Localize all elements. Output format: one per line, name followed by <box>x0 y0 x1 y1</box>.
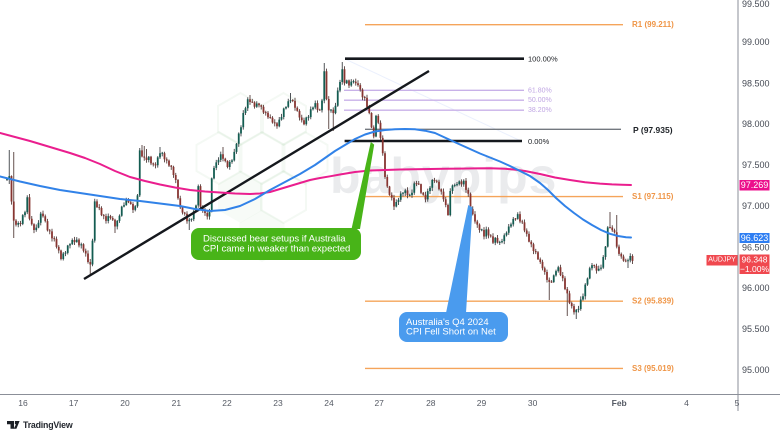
svg-text:24: 24 <box>324 398 334 408</box>
svg-text:98.000: 98.000 <box>742 119 770 129</box>
svg-text:100.00%: 100.00% <box>528 55 558 64</box>
svg-text:97.500: 97.500 <box>742 160 770 170</box>
svg-text:5: 5 <box>735 398 740 408</box>
svg-text:S3 (95.019): S3 (95.019) <box>632 364 674 373</box>
svg-text:R1 (99.211): R1 (99.211) <box>632 20 674 29</box>
svg-text:AUDJPY: AUDJPY <box>708 257 736 264</box>
svg-text:17: 17 <box>69 398 79 408</box>
svg-text:97.000: 97.000 <box>742 201 770 211</box>
svg-text:61.80%: 61.80% <box>528 87 552 94</box>
svg-text:95.000: 95.000 <box>742 365 770 375</box>
svg-text:96.000: 96.000 <box>742 283 770 293</box>
svg-text:27: 27 <box>374 398 384 408</box>
svg-text:Feb: Feb <box>612 398 627 408</box>
svg-text:TradingView: TradingView <box>23 420 73 430</box>
svg-text:4: 4 <box>684 398 689 408</box>
svg-text:99.500: 99.500 <box>742 0 770 9</box>
svg-text:96.623: 96.623 <box>741 233 769 243</box>
svg-text:98.500: 98.500 <box>742 79 770 89</box>
svg-text:0.00%: 0.00% <box>528 137 550 146</box>
svg-text:21: 21 <box>172 398 182 408</box>
svg-text:96.500: 96.500 <box>742 242 770 252</box>
svg-text:Discussed bear setups if Austr: Discussed bear setups if Australia <box>203 234 346 245</box>
svg-text:22: 22 <box>222 398 232 408</box>
svg-text:96.348: 96.348 <box>742 254 768 264</box>
svg-text:99.000: 99.000 <box>742 37 770 47</box>
svg-text:97.269: 97.269 <box>741 180 769 190</box>
svg-text:CPI came in weaker than expect: CPI came in weaker than expected <box>203 244 350 255</box>
svg-text:S1 (97.115): S1 (97.115) <box>632 192 674 201</box>
svg-text:P (97.935): P (97.935) <box>633 125 673 135</box>
svg-text:50.00%: 50.00% <box>528 97 552 104</box>
svg-text:29: 29 <box>477 398 487 408</box>
svg-text:16: 16 <box>18 398 28 408</box>
svg-text:23: 23 <box>273 398 283 408</box>
svg-text:CPI Fell Short on Net: CPI Fell Short on Net <box>406 327 496 338</box>
svg-text:S2 (95.839): S2 (95.839) <box>632 297 674 306</box>
svg-text:30: 30 <box>528 398 538 408</box>
svg-text:−1.00%: −1.00% <box>740 264 770 274</box>
svg-text:28: 28 <box>426 398 436 408</box>
svg-text:Australia's Q4 2024: Australia's Q4 2024 <box>406 317 489 328</box>
svg-text:20: 20 <box>120 398 130 408</box>
svg-text:38.20%: 38.20% <box>528 107 552 114</box>
svg-text:95.500: 95.500 <box>742 324 770 334</box>
